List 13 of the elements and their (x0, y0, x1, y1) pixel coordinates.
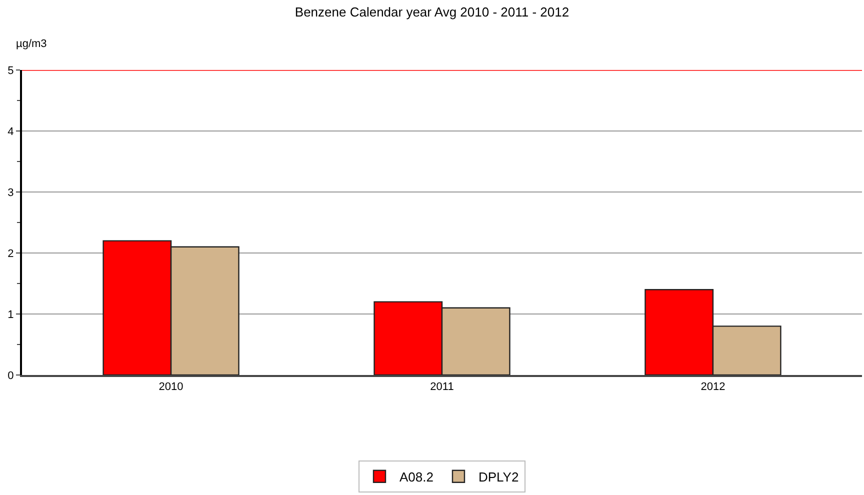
legend-label: DPLY2 (478, 469, 519, 484)
y-tick-label: 0 (8, 370, 14, 382)
y-axis-title: µg/m3 (16, 38, 47, 50)
x-tick-label: 2010 (158, 380, 184, 393)
y-tick-label: 1 (8, 308, 14, 321)
y-tick-label: 5 (8, 64, 14, 77)
y-tick-label: 2 (8, 248, 14, 260)
chart-title: Benzene Calendar year Avg 2010 - 2011 - 2012 (294, 4, 570, 20)
y-tick-label: 4 (8, 126, 14, 138)
y-tick-label: 3 (8, 186, 14, 199)
x-tick-label: 2011 (430, 380, 454, 393)
legend-label: A08.2 (400, 469, 434, 484)
x-tick-label: 2012 (700, 380, 726, 393)
